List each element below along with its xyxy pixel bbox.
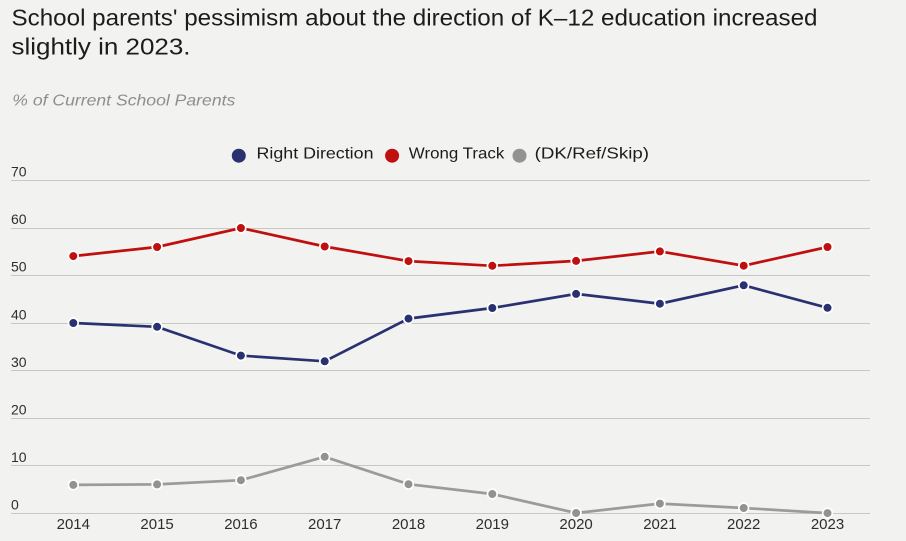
- svg-text:% of Current School Parents: % of Current School Parents: [12, 93, 235, 110]
- svg-text:2020: 2020: [559, 516, 592, 533]
- svg-text:0: 0: [11, 497, 19, 513]
- svg-text:2022: 2022: [727, 516, 760, 533]
- svg-text:2018: 2018: [392, 516, 425, 533]
- svg-text:70: 70: [11, 164, 27, 180]
- svg-text:slightly in 2023.: slightly in 2023.: [12, 34, 191, 60]
- svg-text:Right Direction: Right Direction: [257, 146, 374, 163]
- svg-text:60: 60: [11, 211, 27, 227]
- svg-text:Wrong Track: Wrong Track: [409, 146, 506, 163]
- svg-text:(DK/Ref/Skip): (DK/Ref/Skip): [535, 146, 649, 163]
- svg-text:30: 30: [11, 354, 27, 370]
- svg-text:2015: 2015: [140, 516, 173, 533]
- svg-text:2019: 2019: [476, 516, 509, 533]
- svg-text:50: 50: [11, 259, 27, 275]
- svg-text:2014: 2014: [57, 516, 90, 533]
- svg-text:40: 40: [11, 306, 27, 322]
- svg-text:2023: 2023: [811, 516, 844, 533]
- svg-text:2016: 2016: [224, 516, 257, 533]
- svg-text:School parents' pessimism abou: School parents' pessimism about the dire…: [12, 5, 818, 31]
- svg-text:10: 10: [11, 449, 27, 465]
- svg-text:2017: 2017: [308, 516, 341, 533]
- svg-text:2021: 2021: [643, 516, 676, 533]
- svg-text:20: 20: [11, 401, 27, 417]
